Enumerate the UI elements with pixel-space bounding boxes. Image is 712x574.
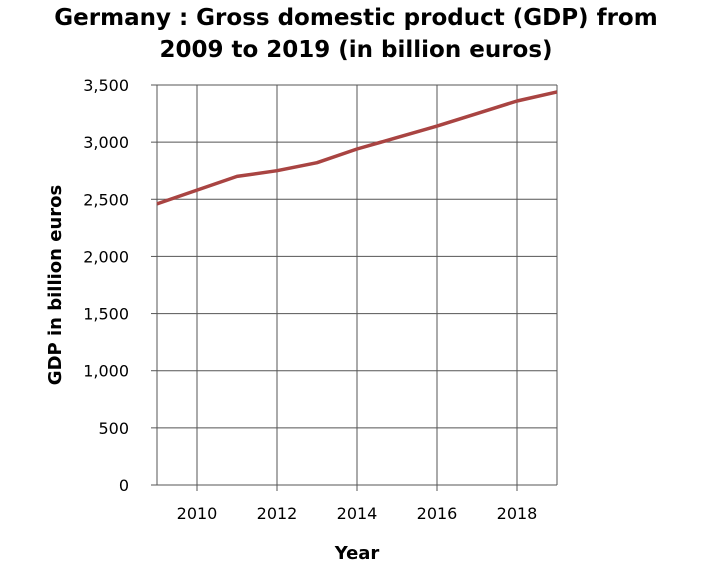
x-tick-label: 2016 (417, 504, 458, 523)
tick-labels: 0 500 1,000 1,500 2,000 2,500 3,000 3,500 2010 20… (83, 76, 537, 523)
y-tick-label: 3,000 (83, 133, 129, 152)
y-tick-label: 500 (98, 419, 129, 438)
grid-lines (156, 84, 558, 486)
x-tick-label: 2018 (497, 504, 538, 523)
series-lines (156, 90, 558, 206)
y-tick-label: 0 (119, 476, 129, 495)
y-tick-label: 2,500 (83, 190, 129, 209)
x-tick-label: 2014 (337, 504, 378, 523)
y-tick-label: 3,500 (83, 76, 129, 95)
chart-title-line-2: 2009 to 2019 (in billion euros) (159, 37, 553, 63)
y-tick-label: 1,500 (83, 305, 129, 324)
chart-title-line-1: Germany : Gross domestic product (GDP) f… (54, 5, 658, 31)
x-tick-label: 2010 (177, 504, 218, 523)
gdp-series-line (156, 90, 558, 206)
x-axis-title: Year (334, 543, 380, 564)
y-tick-label: 2,000 (83, 247, 129, 266)
y-axis-title: GDP in billion euros (45, 185, 66, 385)
tick-marks (151, 84, 518, 491)
x-tick-label: 2012 (257, 504, 298, 523)
chart-title: Germany : Gross domestic product (GDP) f… (0, 2, 712, 66)
y-tick-label: 1,000 (83, 362, 129, 381)
